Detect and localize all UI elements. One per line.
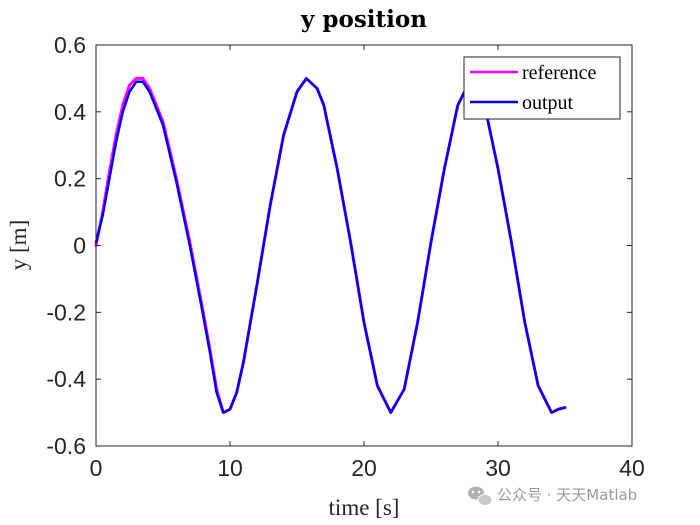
x-tick-label: 30: [485, 455, 511, 481]
x-tick-label: 40: [619, 455, 645, 481]
legend-label-reference: reference: [522, 62, 596, 84]
y-tick-label: -0.4: [46, 366, 86, 392]
legend-label-output: output: [522, 92, 574, 114]
legend-box: [463, 56, 621, 120]
y-tick-label: -0.6: [46, 433, 86, 459]
x-tick-label: 10: [217, 455, 243, 481]
y-tick-label: -0.2: [46, 299, 86, 325]
wechat-icon: [468, 486, 493, 506]
y-axis-label: y [m]: [6, 220, 31, 270]
y-tick-label: 0: [73, 233, 86, 259]
x-tick-label: 0: [90, 455, 103, 481]
watermark: 公众号 · 天天Matlab: [468, 486, 637, 506]
y-tick-label: 0.4: [54, 99, 86, 125]
y-tick-label: 0.2: [54, 166, 86, 192]
y-tick-label: 0.6: [54, 32, 86, 58]
chart-title: y position: [300, 6, 427, 33]
ticks-layer: 0 10 20 30 40 0.6 0.4 0.2 0 -0.2 -0.4 -0.6: [46, 32, 644, 481]
legend: reference output: [463, 56, 621, 120]
x-axis-label: time [s]: [329, 495, 400, 520]
watermark-text: 公众号 · 天天Matlab: [497, 486, 637, 504]
x-tick-label: 20: [351, 455, 377, 481]
